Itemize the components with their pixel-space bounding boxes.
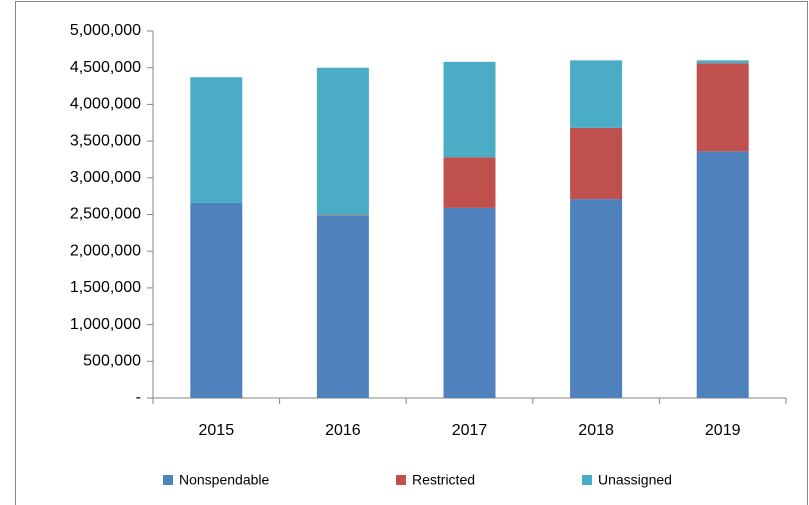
y-tick-label: 2,000,000 (70, 242, 141, 259)
y-tick-label: 4,000,000 (70, 96, 141, 113)
bar-segment (696, 151, 749, 398)
legend-label: Restricted (412, 472, 475, 488)
bar-segment (570, 199, 623, 398)
legend-swatch (582, 475, 592, 485)
y-tick-label: 4,500,000 (70, 59, 141, 76)
legend-label: Unassigned (598, 472, 672, 488)
bar-segment (190, 77, 243, 203)
legend-swatch (163, 475, 173, 485)
bar-segment (570, 60, 623, 128)
bar-segment (696, 60, 749, 64)
y-tick-label: - (136, 389, 141, 406)
bar-segment (316, 215, 369, 216)
bar-segment (443, 157, 496, 208)
bar-segment (696, 63, 749, 152)
y-tick-label: 2,500,000 (70, 206, 141, 223)
bar-segment (316, 67, 369, 216)
y-tick-label: 500,000 (83, 353, 141, 370)
y-tick-label: 1,500,000 (70, 279, 141, 296)
y-tick-label: 5,000,000 (70, 22, 141, 39)
y-tick-label: 3,500,000 (70, 132, 141, 149)
x-tick-label: 2019 (705, 422, 741, 439)
bar-segment (190, 202, 243, 398)
x-tick-label: 2018 (578, 422, 614, 439)
x-tick-label: 2016 (325, 422, 361, 439)
bar-segment (443, 61, 496, 158)
bar-segment (443, 207, 496, 398)
y-tick-label: 1,000,000 (70, 316, 141, 333)
x-tick-label: 2015 (199, 422, 235, 439)
legend-label: Nonspendable (179, 472, 270, 488)
legend-swatch (396, 475, 406, 485)
bar-segment (570, 127, 623, 200)
chart-border (15, 1, 808, 505)
y-tick-label: 3,000,000 (70, 169, 141, 186)
x-tick-label: 2017 (452, 422, 488, 439)
bar-segment (316, 215, 369, 398)
